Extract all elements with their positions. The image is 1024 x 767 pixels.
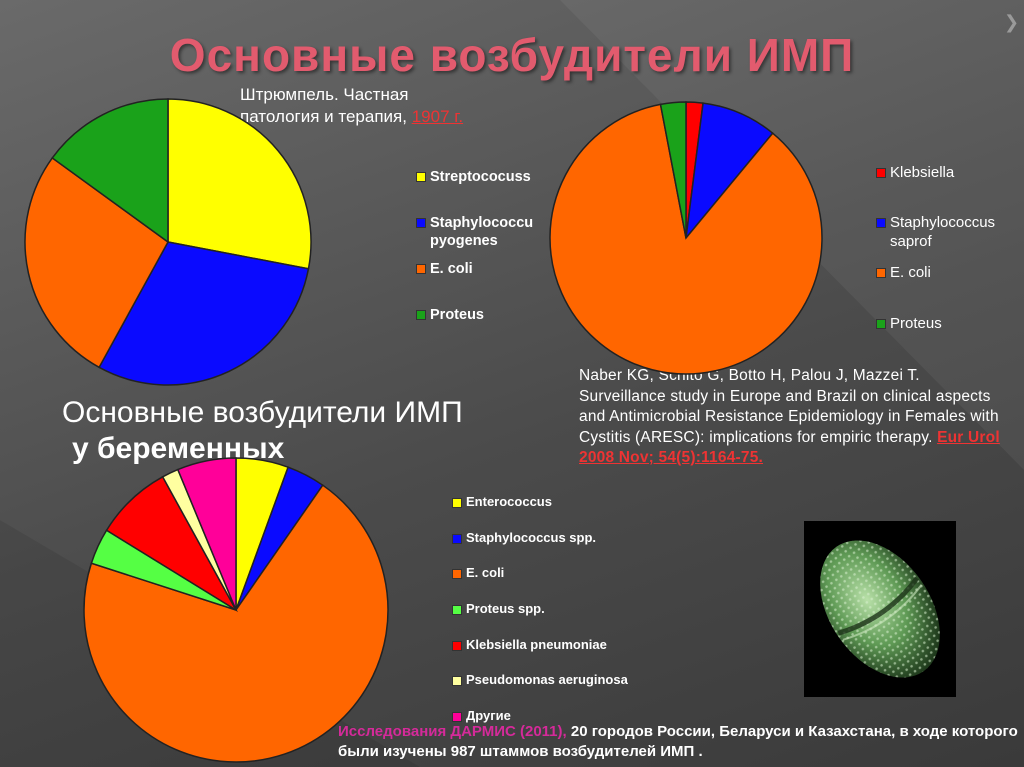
source-year-link[interactable]: 1907 г. — [411, 107, 464, 126]
pie-chart-darmis — [83, 457, 389, 763]
footnote-text: 20 городов России, Беларуси и Казахстана… — [338, 723, 1018, 760]
reference-text: Naber KG, Schito G, Botto H, Palou J, Ma… — [579, 367, 999, 446]
legend-label: Staphylococcus spp. — [466, 530, 597, 545]
legend-label: Klebsiella — [890, 164, 955, 181]
legend-swatch — [876, 268, 886, 279]
legend-label: Staphylococcu — [430, 215, 534, 231]
legend-label: Klebsiella pneumoniae — [466, 637, 607, 652]
pie-slice-e-coli — [549, 103, 823, 375]
legend-item: Pseudomonas aeruginosa — [452, 672, 628, 688]
legend-swatch — [452, 568, 462, 579]
legend-label: E. coli — [466, 565, 505, 580]
legend-item: Enterococcus — [452, 494, 552, 510]
pie-slice-e-coli — [24, 156, 169, 369]
legend-item: Klebsiella pneumoniae — [452, 637, 607, 653]
legend-swatch — [876, 168, 886, 179]
pie-chart-aresc — [549, 101, 823, 375]
legend-item: Streptococuss — [416, 168, 531, 186]
pie-chart-classic — [24, 98, 312, 386]
pie-slice-e-coli — [83, 484, 389, 763]
pie-slice-proteus — [51, 98, 169, 244]
legend-swatch — [452, 640, 462, 651]
slide-title: Основные возбудители ИМП — [169, 29, 855, 81]
legend-label-cont: pyogenes — [430, 233, 498, 249]
footnote-highlight[interactable]: Исследования ДАРМИС (2011), — [338, 723, 567, 740]
legend-swatch — [452, 675, 462, 686]
source-line-1: Штрюмпель. Частная — [240, 85, 409, 104]
legend-item: Другие — [452, 708, 511, 724]
source-citation-1: Штрюмпель. Частная патология и терапия, … — [240, 84, 463, 128]
legend-swatch — [416, 172, 426, 183]
legend-item: Staphylococcus saprof — [876, 213, 995, 251]
legend-item: E. coli — [416, 260, 473, 278]
legend-swatch — [876, 319, 886, 330]
legend-label: Proteus — [890, 315, 942, 332]
bacterium-photo — [804, 521, 956, 697]
legend-item: E. coli — [452, 565, 504, 581]
legend-item: Staphylococcu pyogenes — [416, 214, 533, 250]
pie-slice-staphylococcus-pyogenes — [98, 241, 310, 386]
legend-label: Pseudomonas aeruginosa — [466, 672, 628, 687]
legend-swatch — [452, 604, 462, 615]
bacterium-icon — [820, 540, 940, 678]
legend-swatch — [416, 218, 426, 229]
footnote: Исследования ДАРМИС (2011), 20 городов Р… — [338, 722, 1018, 762]
legend-swatch — [416, 310, 426, 321]
legend-label: Proteus — [430, 307, 484, 323]
legend-item: Proteus spp. — [452, 601, 545, 617]
legend-item: Proteus — [416, 306, 484, 324]
pie-slice-другие — [176, 457, 237, 611]
legend-item: Staphylococcus spp. — [452, 530, 596, 546]
legend-swatch — [876, 218, 886, 229]
source-line-2: патология и терапия, — [240, 107, 407, 126]
legend-swatch — [452, 533, 462, 544]
legend-label: Staphylococcus — [890, 214, 996, 231]
reference-citation: Naber KG, Schito G, Botto H, Palou J, Ma… — [579, 366, 1009, 469]
legend-swatch — [452, 497, 462, 508]
legend-label: E. coli — [430, 261, 473, 277]
legend-label: Другие — [466, 708, 511, 723]
legend-item: Klebsiella — [876, 163, 954, 182]
legend-label: E. coli — [890, 264, 931, 281]
reference-link[interactable]: Eur Urol 2008 Nov; 54(5):1164-75. — [579, 428, 1000, 467]
legend-label: Enterococcus — [466, 494, 552, 509]
legend-swatch — [416, 264, 426, 275]
legend-label: Proteus spp. — [466, 601, 545, 616]
legend-label-cont: saprof — [890, 233, 932, 250]
legend-item: E. coli — [876, 263, 931, 282]
legend-swatch — [452, 711, 462, 722]
pie-slice-proteus — [659, 101, 687, 239]
pie-slice-streptococuss — [167, 98, 312, 270]
subtitle-line-1: Основные возбудители ИМП — [62, 396, 463, 429]
legend-label: Streptococuss — [430, 169, 531, 185]
legend-item: Proteus — [876, 314, 942, 333]
